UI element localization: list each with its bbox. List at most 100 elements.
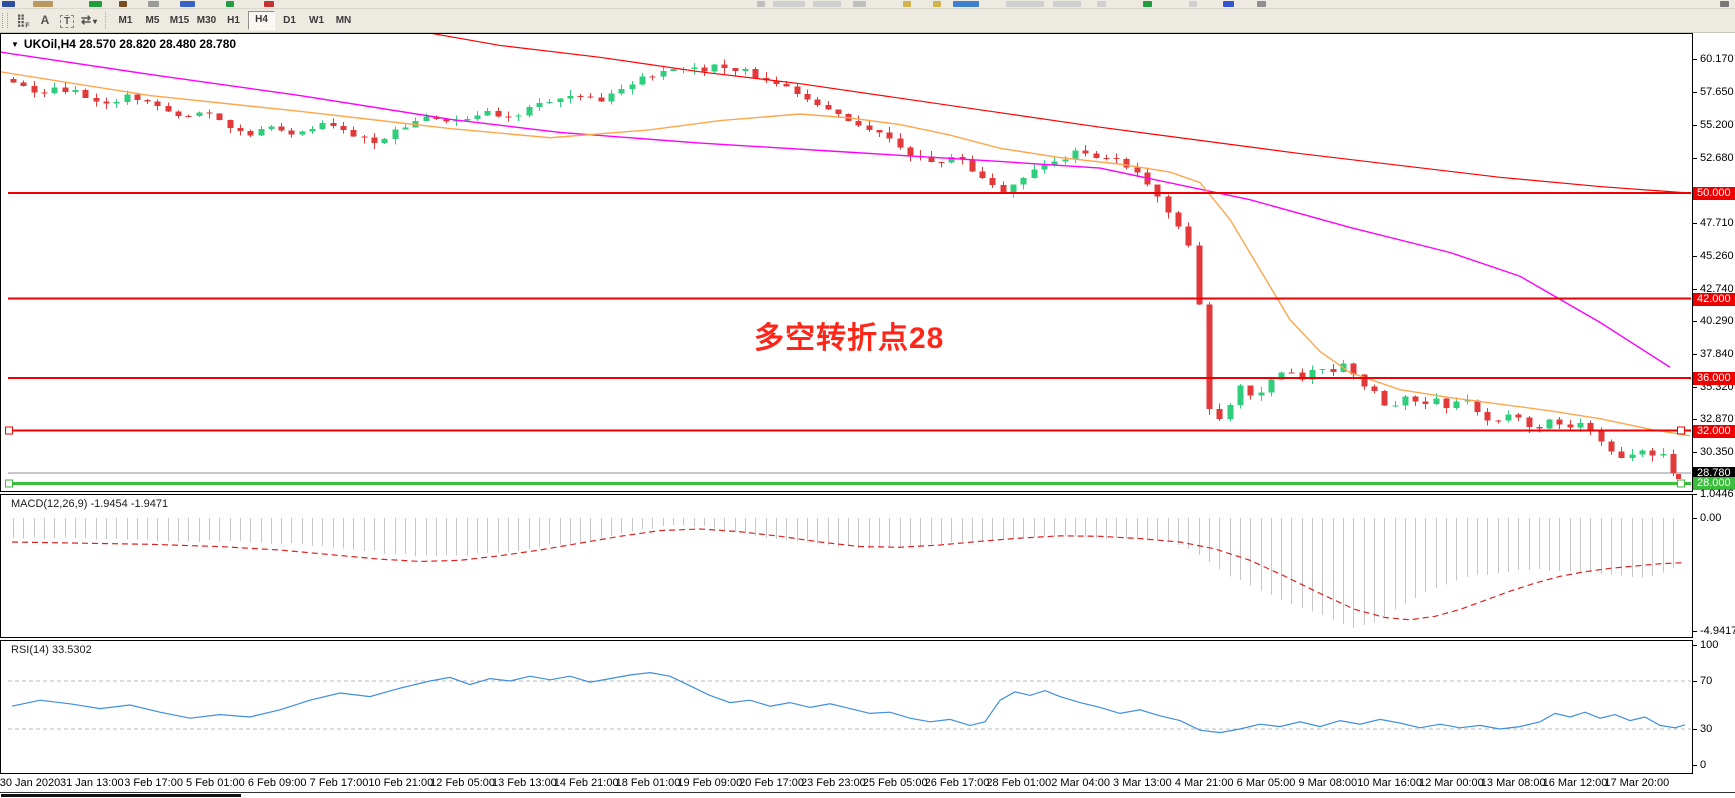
toolbar-icon-fragment[interactable] [1223,1,1234,7]
toolbar-icon-fragment[interactable] [119,1,127,7]
macd-label: MACD(12,26,9) -1.9454 -1.9471 [11,498,169,510]
toolbar-icon-fragment[interactable] [148,1,159,7]
chart-dropdown-icon[interactable]: ▼ [11,40,19,49]
timeframe-button-M15[interactable]: M15 [169,15,190,26]
candle [371,133,378,149]
candle [361,135,368,144]
candle [1474,399,1481,416]
candle [1649,448,1656,462]
candle [154,99,161,111]
toolbar-icon-fragment[interactable] [1097,1,1106,7]
toolbar-icon-fragment[interactable] [89,1,102,7]
timeframe-button-D1[interactable]: D1 [283,15,296,26]
candle [113,99,120,108]
candle [1422,396,1429,409]
toolbar-icon-fragment[interactable] [757,1,765,7]
candle [1206,302,1213,416]
price-axis[interactable]: 60.170 57.650 55.200 52.680 47.710 45.260 42.7… [1693,33,1735,774]
timeframe-button-H4[interactable]: H4 [248,11,275,30]
toolbar-icon-fragment[interactable] [2,1,15,7]
price-line-label-28.000: 28.000 [1693,477,1735,491]
timeframe-button-H1[interactable]: H1 [227,15,240,26]
toolbar-icon-fragment[interactable] [226,1,234,7]
grid-tool-icon[interactable]: ⣿F [16,13,30,30]
ma-slow-line [431,34,1691,194]
candle [1072,147,1079,163]
timeframe-button-MN[interactable]: MN [335,15,352,26]
toolbar-icon-fragment[interactable] [1006,1,1044,7]
toolbar-icon-fragment[interactable] [1143,1,1152,7]
candle [1412,395,1419,407]
candle [1010,184,1017,198]
time-axis[interactable]: 30 Jan 2020 31 Jan 13:00 3 Feb 17:00 5 Feb … [0,774,1735,792]
toolbar-icon-fragment[interactable] [773,1,805,7]
time-label: 7 Feb 17:00 [309,777,369,789]
candle [897,132,904,150]
hline-handle[interactable] [1677,479,1685,488]
toolbar-icon-fragment[interactable] [933,1,941,7]
toolbar-icon-fragment[interactable] [1053,1,1081,7]
candle [350,126,357,138]
timeframe-button-W1[interactable]: W1 [309,15,324,26]
rsi-panel[interactable]: RSI(14) 33.5302 [0,640,1693,774]
main-chart-canvas[interactable] [1,34,1692,491]
hline-handle[interactable] [5,479,13,488]
time-label: 10 Feb 21:00 [368,777,434,789]
toolbar-icon-fragment[interactable] [180,1,195,7]
rsi-scale-tick: 30 [1693,723,1735,736]
scrollbar-thumb[interactable] [1,794,241,797]
rsi-scale-tick: 70 [1693,675,1735,688]
time-label: 12 Mar 00:00 [1418,777,1484,789]
hline-handle[interactable] [5,426,13,435]
toolbar-icon-fragment[interactable] [1720,1,1729,7]
text-tool-icon[interactable]: A [40,13,50,27]
candle [103,97,110,110]
toolbar-icon-fragment[interactable] [1257,1,1266,7]
candle [732,67,739,76]
toolbar-icon-fragment[interactable] [853,1,866,7]
toolbar-icon-fragment[interactable] [1189,1,1197,7]
candle [866,121,873,132]
toolbar-icon-fragment[interactable] [33,1,53,7]
toolbar-icon-fragment[interactable] [264,1,274,7]
price-line-label-28.780: 28.780 [1693,467,1735,481]
candle [649,75,656,81]
arrows-tool-icon[interactable]: ⇄ ▾ [80,13,98,27]
rsi-line [11,671,1686,734]
time-label: 12 Feb 05:00 [430,777,496,789]
toolbar-grip[interactable] [2,13,8,28]
candle [1567,420,1574,430]
time-label: 10 Mar 16:00 [1357,777,1423,789]
price-line-label-50.000: 50.000 [1693,187,1735,201]
macd-canvas[interactable] [1,495,1692,637]
hline-handle[interactable] [1677,426,1685,435]
toolbar-icon-fragment[interactable] [903,1,911,7]
price-line-label-32.000: 32.000 [1693,424,1735,438]
macd-panel[interactable]: MACD(12,26,9) -1.9454 -1.9471 [0,494,1693,638]
time-label: 28 Feb 01:00 [986,777,1052,789]
toolbar-icon-fragment[interactable] [813,1,841,7]
timeframe-button-M5[interactable]: M5 [145,15,160,26]
rsi-canvas[interactable] [1,641,1692,773]
candle [1319,368,1326,375]
candle [1268,377,1275,397]
candle [660,67,667,80]
main-chart-panel[interactable]: ▼ UKOil,H4 28.570 28.820 28.480 28.780 多空… [0,33,1693,492]
timeframe-button-M30[interactable]: M30 [196,15,217,26]
scrollbar[interactable] [0,792,1735,798]
candle [1031,164,1038,179]
toolbar-icon-fragment[interactable] [953,1,979,7]
candle [1639,448,1646,457]
candle [31,81,38,98]
candle [907,146,914,162]
candle [278,123,285,132]
candle [1309,365,1316,385]
timeframe-button-M1[interactable]: M1 [118,15,133,26]
candle [1062,155,1069,165]
ma-fast-line [1,71,1691,437]
text-label-tool-icon[interactable]: T [56,11,78,30]
time-label: 3 Mar 13:00 [1113,777,1172,789]
candle [1082,144,1089,157]
time-label: 6 Feb 09:00 [247,777,307,789]
candle [41,89,48,97]
